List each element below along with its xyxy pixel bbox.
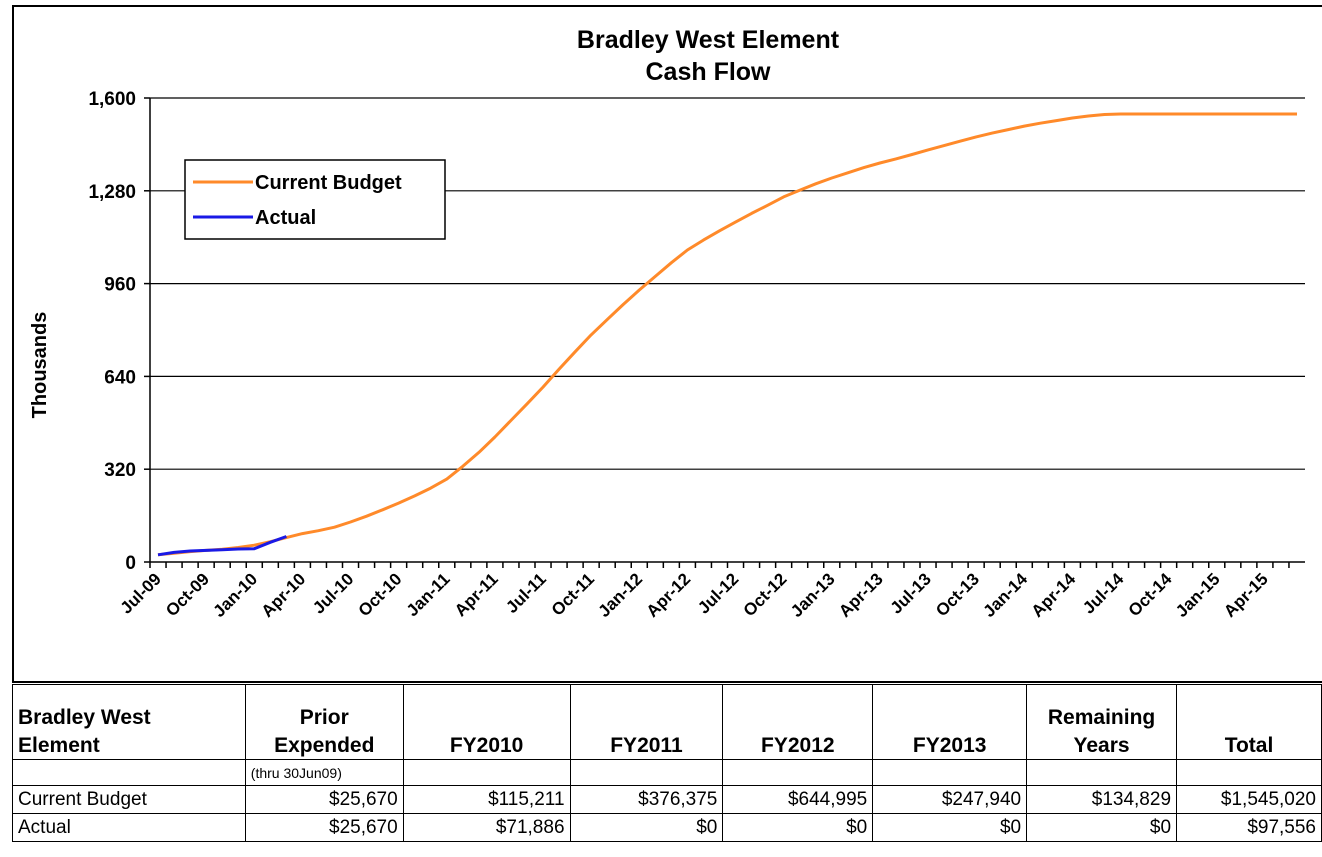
cell	[402, 759, 571, 786]
x-tick-label: Apr-13	[835, 569, 887, 621]
cell	[1026, 759, 1178, 786]
x-tick-label: Jan-13	[787, 569, 839, 621]
x-tick-label: Oct-12	[740, 569, 791, 620]
cell: $0	[569, 813, 724, 842]
x-tick-label: Apr-12	[643, 569, 695, 621]
x-tick-label: Apr-11	[451, 569, 502, 620]
cell	[12, 759, 246, 786]
x-tick-label: Jul-13	[887, 569, 935, 617]
chart-subtitle: Cash Flow	[645, 58, 771, 86]
x-tick-label: Jan-14	[980, 569, 1032, 621]
cell: $134,829	[1026, 785, 1178, 814]
x-tick-label: Apr-10	[258, 569, 310, 621]
cell: $97,556	[1176, 813, 1322, 842]
data-row: Actual $25,670 $71,886 $0 $0 $0 $0 $97,556	[12, 813, 1322, 842]
x-tick-label: Jul-11	[502, 569, 550, 617]
cell: $0	[1026, 813, 1178, 842]
cell	[872, 759, 1028, 786]
cell: $0	[722, 813, 874, 842]
series-line	[157, 112, 1297, 557]
note-row: (thru 30Jun09)	[12, 759, 1322, 786]
cell	[569, 759, 724, 786]
cell: $115,211	[402, 785, 571, 814]
chart: Bradley West Element Cash Flow Thousands…	[29, 26, 1305, 621]
cell: $376,375	[569, 785, 724, 814]
y-axis-label: Thousands	[29, 312, 51, 419]
header-cell: FY2012	[722, 684, 874, 760]
series-line	[157, 535, 287, 557]
summary-table: Bradley West Element Prior Expended FY2010…	[12, 684, 1322, 842]
x-tick-label: Jul-09	[117, 569, 165, 617]
x-tick-label: Jan-12	[595, 569, 647, 621]
header-cell: Prior Expended	[244, 684, 404, 760]
header-cell: FY2013	[872, 684, 1028, 760]
x-tick-label: Oct-11	[548, 569, 598, 619]
header-cell: FY2011	[569, 684, 724, 760]
y-tick-label: 0	[125, 553, 136, 574]
x-tick-label: Apr-14	[1028, 569, 1080, 621]
y-tick-label: 1,280	[88, 182, 136, 203]
header-cell: Remaining Years	[1026, 684, 1178, 760]
data-row: Current Budget $25,670 $115,211 $376,375 $64…	[12, 785, 1322, 814]
legend-label: Actual	[255, 207, 316, 229]
x-tick-label: Jan-15	[1172, 569, 1224, 621]
y-tick-label: 320	[104, 460, 136, 481]
cell	[1176, 759, 1322, 786]
legend-box	[184, 159, 446, 240]
x-tick-label: Oct-14	[1125, 569, 1176, 620]
cell: $25,670	[244, 813, 404, 842]
cell: $25,670	[244, 785, 404, 814]
cell: $0	[872, 813, 1028, 842]
y-tick-label: 1,600	[88, 89, 136, 110]
x-tick-label: Oct-10	[355, 569, 406, 620]
x-tick-label: Oct-09	[162, 569, 213, 620]
y-tick-label: 640	[104, 367, 136, 388]
cell	[722, 759, 874, 786]
y-tick-label: 960	[104, 275, 136, 296]
cell: Current Budget	[12, 785, 246, 814]
x-tick-label: Jul-12	[694, 569, 742, 617]
chart-title: Bradley West Element	[577, 26, 840, 54]
x-tick-label: Jan-10	[210, 569, 262, 621]
header-cell: Bradley West Element	[12, 684, 246, 760]
note-cell: (thru 30Jun09)	[244, 759, 404, 786]
header-cell: FY2010	[402, 684, 571, 760]
cell: $71,886	[402, 813, 571, 842]
cell: $1,545,020	[1176, 785, 1322, 814]
x-tick-label: Jan-11	[403, 569, 454, 620]
header-cell: Total	[1176, 684, 1322, 760]
cell: Actual	[12, 813, 246, 842]
x-tick-label: Apr-15	[1220, 569, 1272, 621]
cell: $247,940	[872, 785, 1028, 814]
x-tick-label: Jul-14	[1079, 569, 1128, 618]
x-tick-label: Jul-10	[309, 569, 357, 617]
chart-frame	[12, 5, 1322, 683]
cell: $644,995	[722, 785, 874, 814]
header-row: Bradley West Element Prior Expended FY2010…	[12, 684, 1322, 760]
x-tick-label: Oct-13	[932, 569, 983, 620]
legend-label: Current Budget	[255, 172, 402, 194]
